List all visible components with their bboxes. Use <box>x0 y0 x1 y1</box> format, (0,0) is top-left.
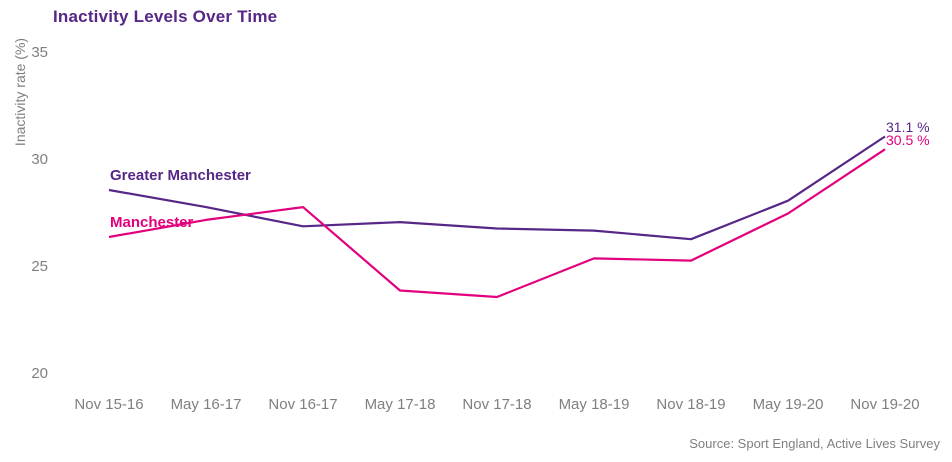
x-tick-label-may-16-17: May 16-17 <box>170 396 242 413</box>
x-tick-label-nov-17-18: Nov 17-18 <box>462 396 532 413</box>
x-tick-label-may-17-18: May 17-18 <box>364 396 436 413</box>
series-line-manchester <box>108 148 886 299</box>
series-label-greater-manchester: Greater Manchester <box>110 166 251 184</box>
x-tick-label-nov-18-19: Nov 18-19 <box>656 396 726 413</box>
y-tick-label-20: 20 <box>31 365 48 382</box>
x-tick-label-nov-15-16: Nov 15-16 <box>74 396 144 413</box>
end-value-label-manchester: 30.5 % <box>886 132 930 149</box>
chart-title: Inactivity Levels Over Time <box>53 7 278 26</box>
x-tick-label-nov-19-20: Nov 19-20 <box>850 396 920 413</box>
x-tick-label-may-18-19: May 18-19 <box>558 396 630 413</box>
y-tick-label-30: 30 <box>31 151 48 168</box>
source-caption: Source: Sport England, Active Lives Surv… <box>689 436 940 451</box>
series-line-greater-manchester <box>108 135 886 241</box>
y-tick-label-35: 35 <box>31 44 48 61</box>
series-label-manchester: Manchester <box>110 214 194 232</box>
x-tick-label-nov-16-17: Nov 16-17 <box>268 396 338 413</box>
y-tick-label-25: 25 <box>31 258 48 275</box>
end-value-label-greater-manchester: 31.1 % <box>886 119 930 136</box>
x-tick-label-may-19-20: May 19-20 <box>752 396 824 413</box>
